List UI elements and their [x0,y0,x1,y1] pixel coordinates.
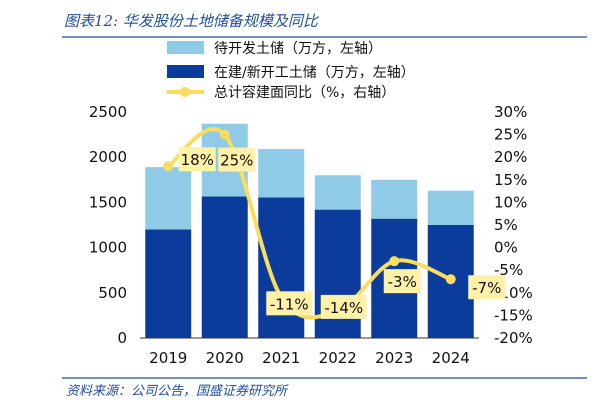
yoy-point [445,274,456,285]
x-axis-tick: 2019 [149,349,187,367]
right-axis-tick: -5% [494,261,523,279]
yoy-label: -11% [270,295,309,313]
legend-label-yoy: 总计容建面同比（%，右轴） [214,84,395,101]
x-axis: 2019 2020 2021 2022 2023 2024 [149,349,470,367]
bar-under-construction [145,229,192,338]
right-axis-tick: 5% [494,216,518,234]
right-axis-tick: 15% [494,171,527,189]
right-axis: -20%-15%-10%-5%0%5%10%15%20%25%30% [494,103,533,347]
source-note: 资料来源：公司公告，国盛证券研究所 [66,383,289,399]
left-axis-tick: 1500 [89,193,127,211]
legend-marker-yoy [180,87,190,97]
left-axis-tick: 1000 [89,239,127,257]
yoy-point [163,161,174,172]
right-axis-tick: 20% [494,148,527,166]
bar-pending-development [427,190,474,225]
x-axis-tick: 2021 [262,349,300,367]
right-axis-tick: -15% [494,306,533,324]
yoy-label-box [218,147,256,172]
yoy-label-box [383,269,421,294]
right-axis-tick: 10% [494,193,527,211]
legend-swatch-pending [167,41,204,54]
legend-label-pending: 待开发土储（万方，左轴） [214,41,382,57]
bar-pending-development [371,179,418,219]
right-axis-tick: -20% [494,329,533,347]
bar-pending-development [314,175,361,210]
yoy-point [219,129,230,140]
legend-swatch-construction [167,65,204,78]
yoy-label: -14% [324,299,363,317]
left-axis-tick: 500 [98,284,127,302]
x-axis-tick: 2022 [319,349,357,367]
yoy-label: 18% [181,151,214,169]
chart-title: 图表12: 华发股份土地储备规模及同比 [64,12,320,30]
yoy-label: -3% [388,273,417,291]
left-axis-tick: 2500 [89,103,127,121]
x-axis-tick: 2020 [206,349,244,367]
yoy-label: 25% [220,152,253,170]
yoy-label: -7% [472,279,501,297]
legend-label-construction: 在建/新开工土储（万方，左轴） [214,65,415,81]
left-axis-tick: 0 [117,329,127,347]
right-axis-tick: 30% [494,103,527,121]
yoy-label-box [178,147,216,172]
bars [145,123,474,338]
bar-pending-development [258,149,305,198]
yoy-label-box [266,291,313,316]
yoy-point [389,256,400,267]
yoy-label-box [320,294,367,319]
bar-pending-development [145,167,192,230]
yoy-label-box [468,275,506,300]
legend: 待开发土储（万方，左轴） 在建/新开工土储（万方，左轴） 总计容建面同比（%，右… [167,41,415,101]
left-axis-tick: 2000 [89,148,127,166]
right-axis-tick: 25% [494,126,527,144]
x-axis-tick: 2024 [432,349,470,367]
bar-under-construction [201,196,248,338]
x-axis-tick: 2023 [375,349,413,367]
bar-under-construction [258,197,305,338]
right-axis-tick: 0% [494,239,518,257]
left-axis: 0 500 1000 1500 2000 2500 [89,103,127,347]
yoy-data-labels: 18% 25% -11% -14% -3% -7% [178,147,506,319]
